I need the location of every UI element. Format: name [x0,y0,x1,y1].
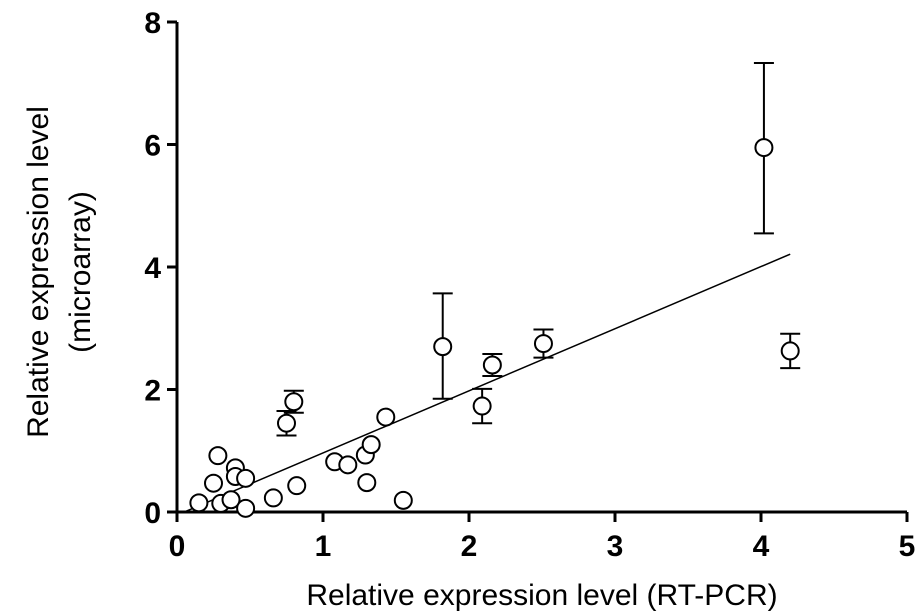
y-tick-label: 0 [144,497,161,530]
y-tick-label: 8 [144,7,161,40]
y-axis-title: Relative expression level (microarray) [22,106,97,438]
x-axis-title: Relative expression level (RT-PCR) [306,579,777,612]
data-point [277,413,296,433]
axes [175,22,907,514]
y-axis-title-line-1: Relative expression level [22,106,55,438]
y-tick-label: 4 [144,252,161,285]
x-tick-label: 3 [607,530,624,563]
y-tick-label: 6 [144,130,161,163]
x-tick-label: 2 [461,530,478,563]
data-point [433,337,453,357]
data-point [189,493,209,513]
x-tick-label: 0 [169,530,186,563]
x-tick-label: 5 [899,530,916,563]
y-ticks: 0 2 4 6 8 [144,7,177,530]
error-bars [276,62,801,437]
data-point [204,473,223,493]
y-axis-title-line-2: (microarray) [64,191,97,353]
data-point [287,476,307,496]
data-point [754,138,774,158]
regression-line [184,253,791,513]
data-point [393,490,413,510]
data-point [533,334,553,354]
data-point [221,490,241,510]
data-points [189,138,800,518]
data-point [338,455,358,475]
data-point [361,435,381,455]
data-point [472,396,492,416]
data-point [284,392,304,412]
data-point [780,341,800,361]
x-tick-label: 1 [315,530,332,563]
x-ticks: 0 1 2 3 4 5 [169,512,916,563]
data-point [236,468,256,488]
y-tick-label: 2 [144,375,161,408]
x-tick-label: 4 [753,530,770,563]
data-point [376,407,396,427]
data-point [236,498,256,518]
data-point [357,473,377,493]
data-point [263,488,283,508]
data-point [482,355,502,375]
fit-line-group [184,253,791,513]
data-point [208,446,228,466]
